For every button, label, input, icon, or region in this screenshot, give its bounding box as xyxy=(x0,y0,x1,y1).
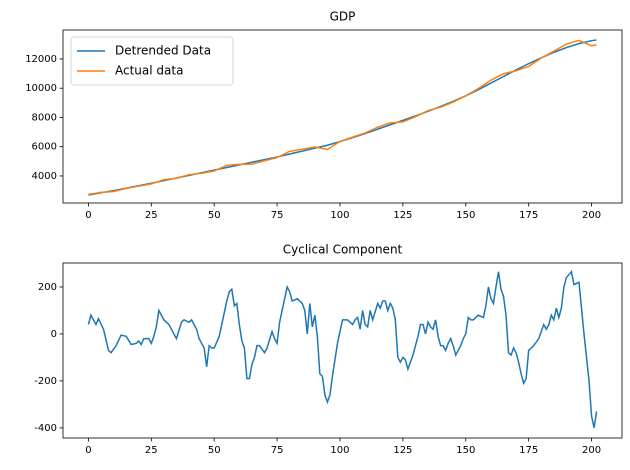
x-tick-label: 125 xyxy=(393,445,412,456)
x-tick-label: 150 xyxy=(456,445,475,456)
y-tick-label: 8000 xyxy=(32,112,57,123)
y-tick-label: 200 xyxy=(38,282,57,293)
x-tick-label: 100 xyxy=(330,445,349,456)
data-line xyxy=(88,39,597,196)
chart-title: Cyclical Component xyxy=(283,243,403,257)
x-tick-label: 0 xyxy=(85,210,91,221)
x-tick-label: 75 xyxy=(271,445,284,456)
x-tick-label: 25 xyxy=(145,210,158,221)
x-tick-label: 75 xyxy=(271,210,284,221)
y-tick-label: -200 xyxy=(34,376,57,387)
x-tick-label: 150 xyxy=(456,210,475,221)
x-tick-label: 50 xyxy=(208,445,221,456)
y-tick-label: 12000 xyxy=(25,54,57,65)
x-tick-label: 200 xyxy=(582,445,601,456)
x-tick-label: 175 xyxy=(519,210,538,221)
y-tick-label: -400 xyxy=(34,423,57,434)
y-tick-label: 10000 xyxy=(25,83,57,94)
x-tick-label: 100 xyxy=(330,210,349,221)
y-tick-label: 4000 xyxy=(32,171,57,182)
legend-box xyxy=(70,36,234,86)
axes-frame xyxy=(62,29,623,204)
y-tick-label: 0 xyxy=(51,329,57,340)
data-line xyxy=(87,270,598,429)
x-tick-label: 125 xyxy=(393,210,412,221)
x-tick-label: 50 xyxy=(208,210,221,221)
x-tick-label: 0 xyxy=(85,445,91,456)
y-tick-label: 6000 xyxy=(32,142,57,153)
axes-frame xyxy=(62,262,623,439)
x-tick-label: 200 xyxy=(582,210,601,221)
x-tick-label: 25 xyxy=(145,445,158,456)
legend-label: Detrended Data xyxy=(115,44,211,58)
x-tick-label: 175 xyxy=(519,445,538,456)
chart-title: GDP xyxy=(330,10,356,24)
legend-label: Actual data xyxy=(115,64,183,78)
